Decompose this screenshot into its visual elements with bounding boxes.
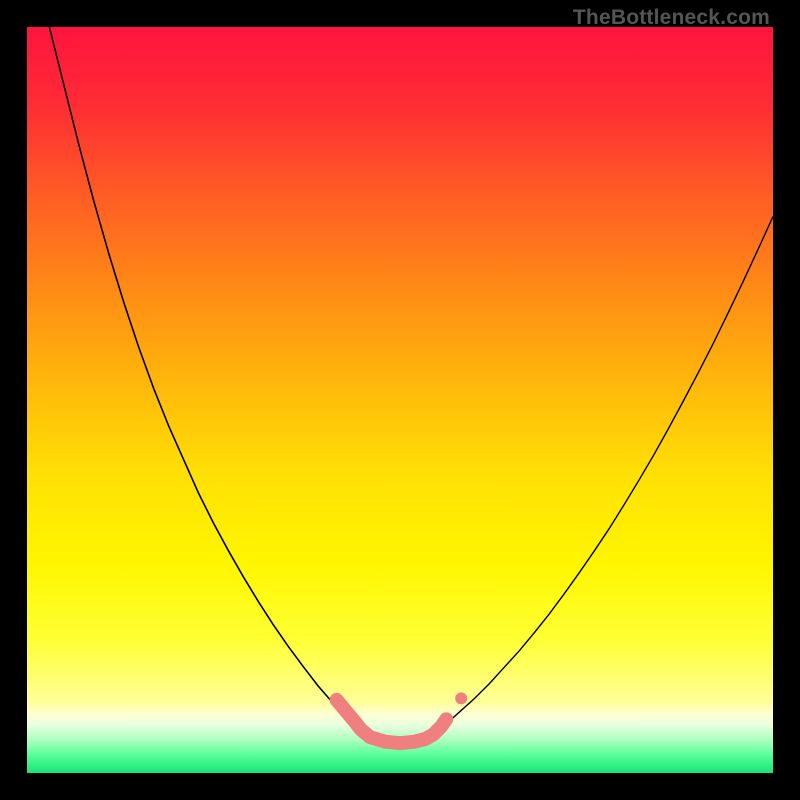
valley-marker-dot bbox=[455, 692, 467, 704]
plot-area bbox=[27, 27, 773, 773]
gradient-background bbox=[27, 27, 773, 773]
chart-frame: TheBottleneck.com bbox=[0, 0, 800, 800]
chart-svg bbox=[27, 27, 773, 773]
